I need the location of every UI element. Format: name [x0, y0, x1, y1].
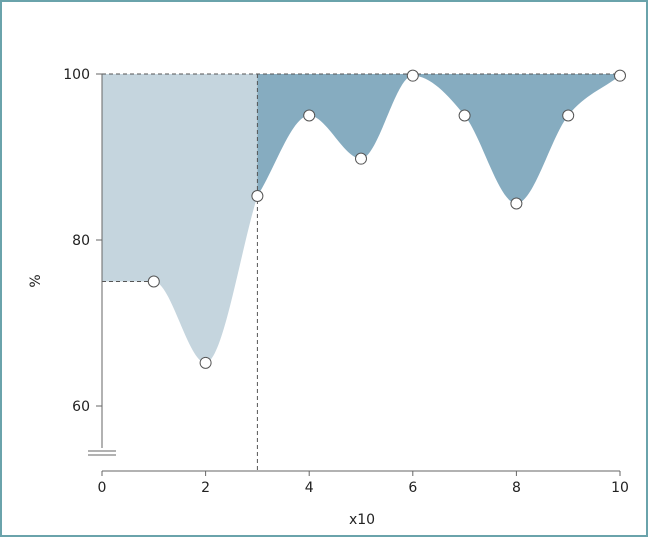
- x-axis-title: x10: [349, 512, 375, 528]
- axes: [88, 74, 620, 472]
- data-point-marker: [355, 152, 367, 165]
- x-tick-label: 8: [512, 480, 521, 496]
- data-point-marker: [251, 190, 264, 203]
- y-tick-label: 100: [63, 67, 90, 83]
- x-tick-label: 0: [98, 480, 107, 496]
- area-fills: [102, 74, 620, 363]
- data-point-marker: [147, 275, 160, 288]
- data-point-marker: [614, 69, 626, 82]
- y-axis-title: %: [28, 274, 44, 287]
- guide-lines: [102, 73, 620, 471]
- y-tick-label: 60: [72, 399, 90, 415]
- data-point-marker: [199, 356, 212, 369]
- x-tick-label: 6: [408, 480, 417, 496]
- data-point-marker: [510, 197, 523, 210]
- axis-ticks: 0 2 4 6 8 10 60 80 100: [63, 67, 629, 496]
- y-tick-label: 80: [72, 233, 90, 249]
- x-tick-label: 2: [201, 480, 210, 496]
- x-tick-label: 10: [611, 480, 629, 496]
- data-point-marker: [562, 109, 575, 122]
- area-fill-right: [257, 74, 620, 204]
- data-point-marker: [458, 109, 471, 122]
- data-markers: [147, 69, 626, 369]
- data-point-marker: [406, 69, 419, 82]
- x-tick-label: 4: [305, 480, 314, 496]
- data-point-marker: [303, 109, 316, 122]
- area-fill-left: [102, 74, 258, 363]
